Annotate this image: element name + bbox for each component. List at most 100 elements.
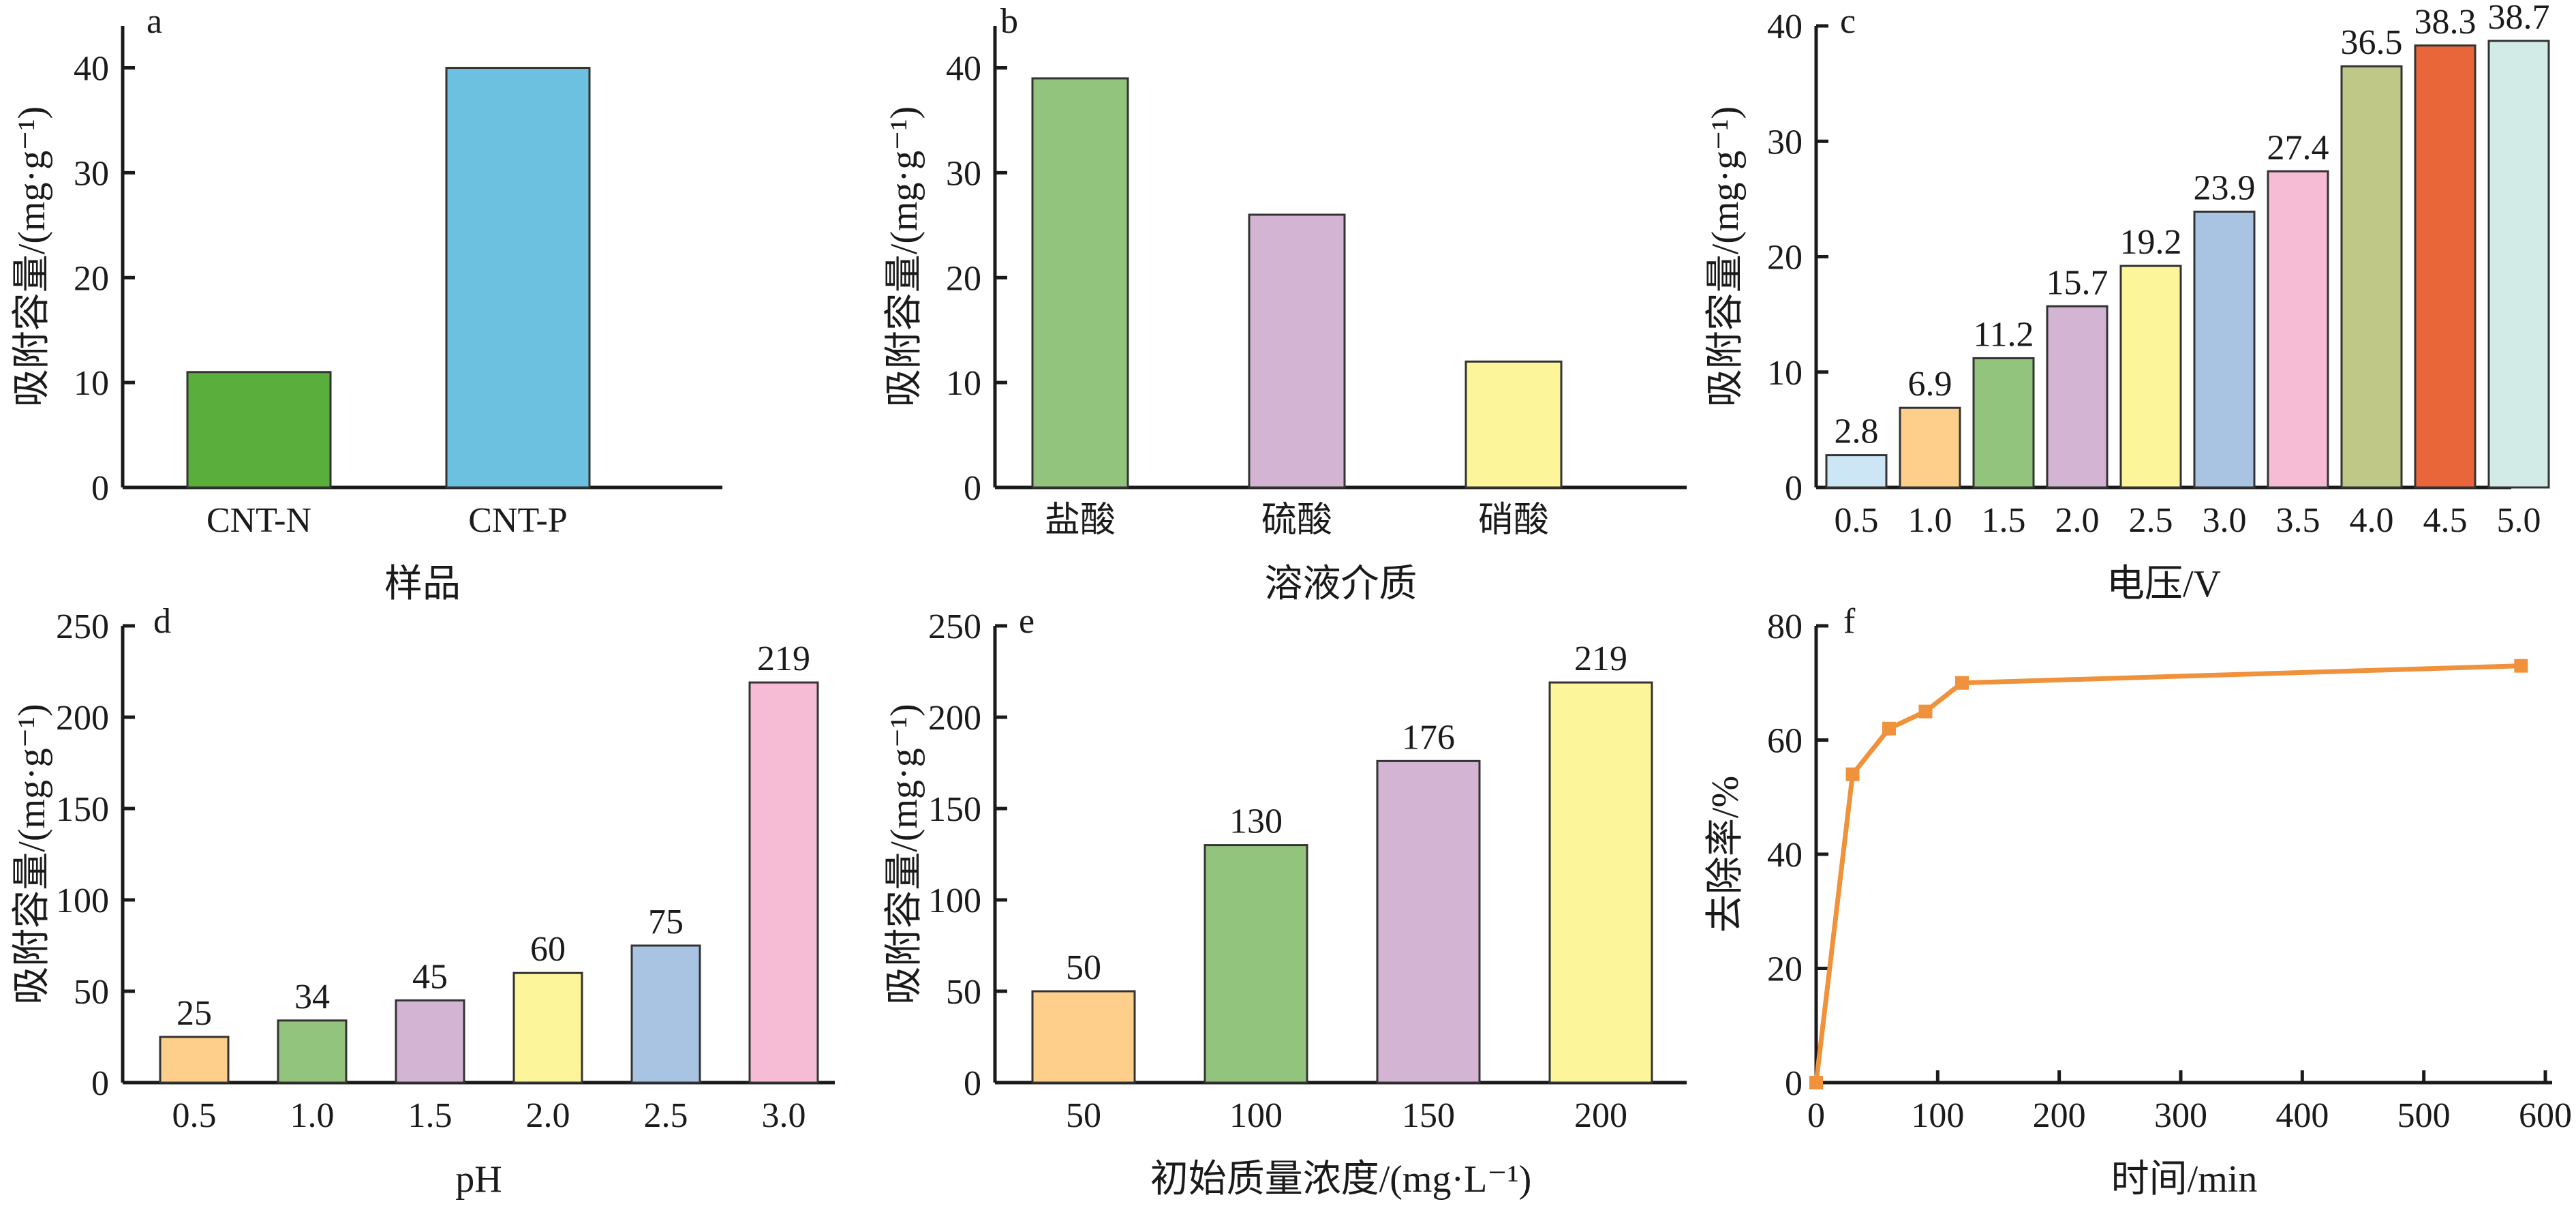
data-label: 130	[1229, 802, 1283, 841]
panel-letter: f	[1843, 602, 1856, 641]
y-tick-label: 250	[56, 607, 109, 646]
x-tick-label: 3.0	[2203, 501, 2247, 540]
bar-c-2	[1972, 357, 2035, 489]
bar-d-0	[159, 1036, 230, 1084]
bar-a-1	[445, 67, 591, 489]
x-tick-label: 硫酸	[1261, 501, 1332, 540]
x-tick-label: 500	[2397, 1096, 2451, 1135]
x-tick-label: 150	[1402, 1096, 1455, 1135]
data-label: 219	[757, 639, 810, 678]
y-tick-label: 40	[74, 50, 109, 89]
x-tick-label: 600	[2519, 1096, 2572, 1135]
data-point	[2514, 659, 2528, 673]
bar-c-9	[2487, 40, 2550, 489]
data-label: 2.8	[1835, 412, 1879, 451]
x-tick-label: 2.5	[644, 1096, 688, 1135]
bar-d-4	[630, 944, 701, 1084]
bar-d-3	[512, 971, 583, 1084]
bar-c-1	[1899, 406, 1961, 489]
x-tick-label: 1.5	[408, 1096, 453, 1135]
y-tick-label: 10	[946, 364, 981, 403]
y-tick-label: 200	[928, 699, 981, 738]
y-axis-title: 吸附容量/(mg·g⁻¹)	[1704, 106, 1747, 407]
x-tick-label: 2.0	[526, 1096, 570, 1135]
bar-c-4	[2119, 265, 2182, 489]
x-tick-label: 1.0	[290, 1096, 335, 1135]
x-tick-label: 3.5	[2276, 501, 2320, 540]
y-tick-label: 10	[74, 364, 109, 403]
data-label: 23.9	[2194, 168, 2256, 207]
x-tick-label: 200	[1574, 1096, 1627, 1135]
x-tick-label: 3.0	[762, 1096, 806, 1135]
x-tick-label: 0	[1807, 1096, 1825, 1135]
x-axis-title: pH	[455, 1158, 502, 1201]
bar-e-0	[1031, 990, 1136, 1084]
data-point	[1955, 676, 1969, 690]
y-tick-label: 0	[91, 1064, 109, 1103]
bar-d-5	[748, 681, 819, 1084]
y-tick-label: 30	[74, 154, 109, 193]
x-tick-label: 100	[1911, 1096, 1964, 1135]
data-label: 60	[530, 930, 566, 969]
x-tick-label: 400	[2275, 1096, 2329, 1135]
data-label: 36.5	[2341, 23, 2403, 62]
x-tick-label: 2.0	[2055, 501, 2100, 540]
y-tick-label: 40	[1767, 7, 1803, 46]
y-tick-label: 100	[928, 881, 981, 920]
bar-a-0	[186, 371, 332, 489]
x-tick-label: 100	[1229, 1096, 1283, 1135]
y-tick-label: 10	[1767, 354, 1803, 393]
panel-letter: a	[147, 2, 162, 41]
x-tick-label: 50	[1066, 1096, 1101, 1135]
x-tick-label: CNT-N	[206, 501, 311, 540]
panel-e: 0 50 100 150 200 250 e 吸附容量/(mg·g⁻¹) 初始质量浓度/(mg·…	[883, 602, 1687, 1201]
x-tick-label: 2.5	[2129, 501, 2173, 540]
x-tick-label: 4.0	[2350, 501, 2394, 540]
data-label: 11.2	[1973, 315, 2034, 354]
bar-c-5	[2193, 210, 2256, 489]
y-tick-label: 60	[1767, 722, 1803, 761]
data-point	[1845, 767, 1860, 781]
bar-c-3	[2046, 305, 2109, 489]
data-point	[1809, 1076, 1823, 1089]
data-label: 15.7	[2046, 263, 2109, 302]
y-tick-label: 30	[1767, 123, 1803, 162]
panel-f: 0 20 40 60 80 f 去除率/% 时间/min 0 100 200 300 400 500 600	[1704, 602, 2572, 1201]
data-label: 50	[1066, 948, 1101, 987]
data-label: 25	[177, 994, 212, 1033]
x-tick-label: 300	[2154, 1096, 2207, 1135]
panel-d: 0 50 100 150 200 250 d 吸附容量/(mg·g⁻¹) pH 0.5 25 1.0 3…	[11, 602, 835, 1201]
data-label: 19.2	[2120, 223, 2182, 262]
y-tick-label: 50	[74, 973, 109, 1012]
x-tick-label: 1.5	[1982, 501, 2026, 540]
bar-c-0	[1825, 454, 1888, 489]
data-point	[1918, 704, 1933, 719]
y-axis-title: 吸附容量/(mg·g⁻¹)	[11, 106, 53, 407]
data-point	[1882, 721, 1896, 736]
y-tick-label: 40	[1767, 836, 1803, 875]
y-axis-title: 去除率/%	[1704, 776, 1747, 933]
y-axis-title: 吸附容量/(mg·g⁻¹)	[11, 704, 53, 1004]
bar-e-2	[1376, 759, 1481, 1084]
panel-letter: e	[1019, 602, 1034, 641]
bar-b-0	[1031, 77, 1129, 489]
data-label: 27.4	[2267, 128, 2329, 167]
data-label: 34	[294, 978, 330, 1016]
y-tick-label: 150	[928, 790, 981, 829]
x-tick-label: CNT-P	[468, 501, 567, 540]
y-tick-label: 30	[946, 154, 981, 193]
x-axis-title: 时间/min	[2111, 1158, 2258, 1201]
x-axis-title: 初始质量浓度/(mg·L⁻¹)	[1150, 1158, 1532, 1201]
data-label: 75	[648, 903, 684, 941]
x-tick-label: 5.0	[2497, 501, 2541, 540]
y-tick-label: 100	[56, 881, 109, 920]
data-label: 45	[412, 957, 448, 996]
y-tick-label: 200	[56, 699, 109, 738]
y-tick-label: 50	[946, 973, 981, 1012]
data-label: 38.7	[2488, 0, 2550, 37]
x-axis-title: 电压/V	[2106, 563, 2221, 605]
series-line	[1813, 663, 2521, 1083]
bar-b-1	[1248, 213, 1346, 489]
y-tick-label: 20	[74, 259, 109, 298]
y-tick-label: 150	[56, 790, 109, 829]
